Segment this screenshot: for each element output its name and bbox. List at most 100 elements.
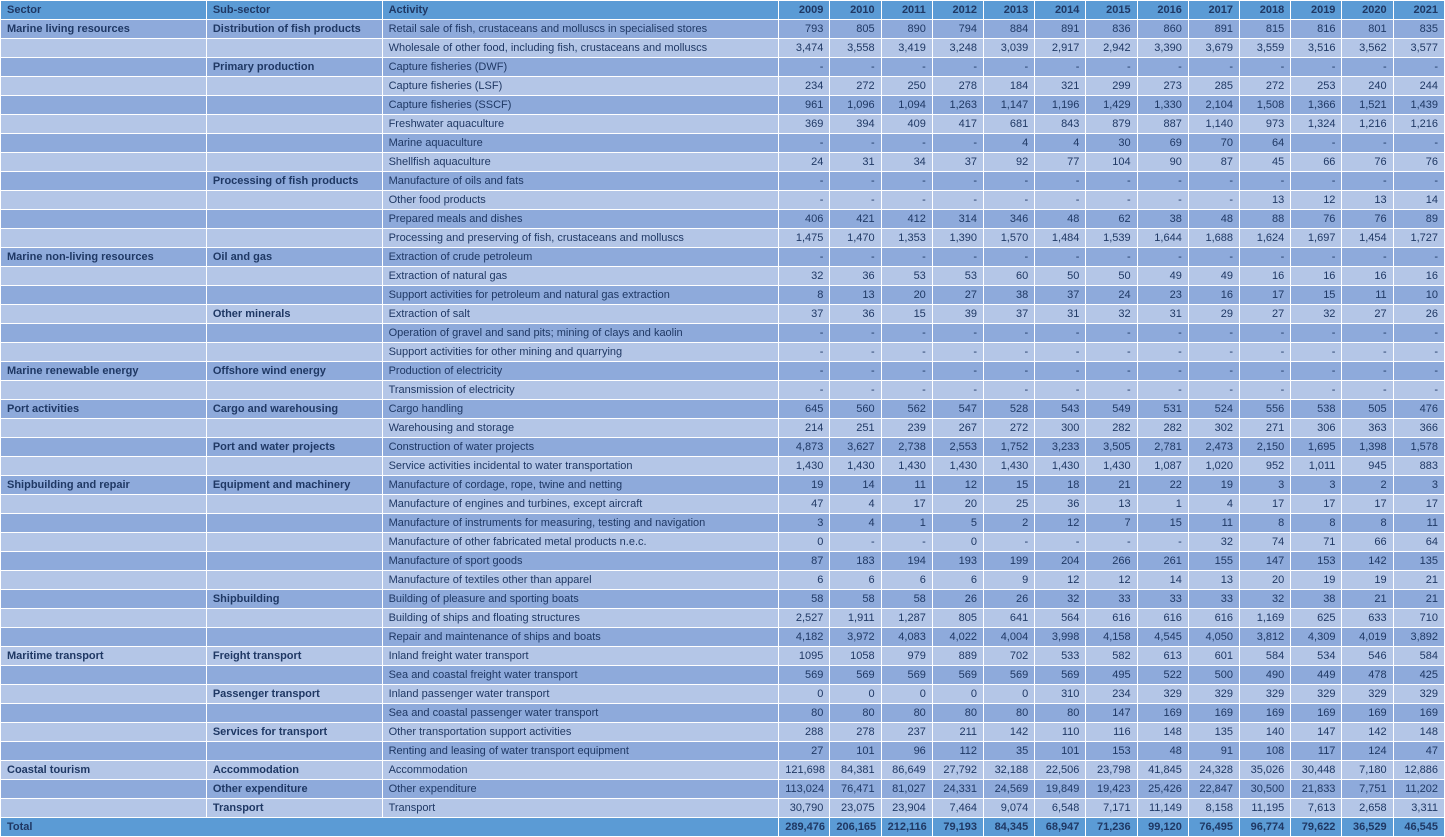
col-header-year: 2010 (830, 1, 881, 20)
col-header-year: 2009 (779, 1, 830, 20)
cell-value: - (881, 191, 932, 210)
table-row: Marine non-living resourcesOil and gasEx… (1, 248, 1445, 267)
cell-value: - (984, 248, 1035, 267)
cell-value: 35 (984, 742, 1035, 761)
cell-value: 2,942 (1086, 39, 1137, 58)
cell-value: 24,328 (1188, 761, 1239, 780)
cell-value: 2 (984, 514, 1035, 533)
cell-activity: Support activities for other mining and … (382, 343, 779, 362)
cell-value: - (1393, 381, 1444, 400)
cell-value: 244 (1393, 77, 1444, 96)
cell-value: 1,539 (1086, 229, 1137, 248)
cell-value: 48 (1035, 210, 1086, 229)
cell-activity: Building of ships and floating structure… (382, 609, 779, 628)
cell-sector (1, 153, 207, 172)
cell-activity: Manufacture of oils and fats (382, 172, 779, 191)
cell-value: - (1393, 343, 1444, 362)
cell-value: 121,698 (779, 761, 830, 780)
cell-value: 562 (881, 400, 932, 419)
cell-value: 16 (1342, 267, 1393, 286)
cell-sector (1, 704, 207, 723)
cell-value: 21 (1342, 590, 1393, 609)
cell-value: - (1137, 362, 1188, 381)
cell-value: 0 (881, 685, 932, 704)
cell-value: - (1291, 248, 1342, 267)
cell-value: 1,578 (1393, 438, 1444, 457)
cell-value: 21 (1086, 476, 1137, 495)
cell-sector: Marine living resources (1, 20, 207, 39)
cell-value: 3,311 (1393, 799, 1444, 818)
cell-value: 1,096 (830, 96, 881, 115)
cell-value: 38 (984, 286, 1035, 305)
cell-value: - (1342, 172, 1393, 191)
cell-value: 142 (1342, 723, 1393, 742)
total-value: 68,947 (1035, 818, 1086, 837)
cell-value: 32 (1188, 533, 1239, 552)
cell-value: 4 (830, 514, 881, 533)
cell-value: - (1086, 191, 1137, 210)
cell-value: 961 (779, 96, 830, 115)
cell-value: 0 (932, 533, 983, 552)
cell-value: 4 (1035, 134, 1086, 153)
cell-subsector (206, 324, 382, 343)
cell-value: 569 (984, 666, 1035, 685)
cell-value: - (1137, 324, 1188, 343)
cell-subsector (206, 134, 382, 153)
cell-subsector: Offshore wind energy (206, 362, 382, 381)
cell-value: - (932, 343, 983, 362)
cell-value: 30,448 (1291, 761, 1342, 780)
cell-value: 1 (1137, 495, 1188, 514)
cell-value: 272 (984, 419, 1035, 438)
cell-value: 3,248 (932, 39, 983, 58)
cell-activity: Processing and preserving of fish, crust… (382, 229, 779, 248)
cell-value: 27 (1342, 305, 1393, 324)
cell-value: 261 (1137, 552, 1188, 571)
cell-value: 80 (830, 704, 881, 723)
col-header-year: 2015 (1086, 1, 1137, 20)
cell-value: 702 (984, 647, 1035, 666)
cell-value: 11,195 (1240, 799, 1291, 818)
cell-value: 80 (779, 704, 830, 723)
cell-sector: Marine renewable energy (1, 362, 207, 381)
cell-value: 601 (1188, 647, 1239, 666)
cell-value: 17 (881, 495, 932, 514)
cell-value: 584 (1240, 647, 1291, 666)
table-row: Shipbuilding and repairEquipment and mac… (1, 476, 1445, 495)
cell-value: 3 (779, 514, 830, 533)
table-row: Marine aquaculture----4430697064--- (1, 134, 1445, 153)
cell-activity: Wholesale of other food, including fish,… (382, 39, 779, 58)
cell-value: 31 (830, 153, 881, 172)
cell-value: - (1291, 343, 1342, 362)
cell-value: - (1137, 58, 1188, 77)
cell-value: 26 (984, 590, 1035, 609)
cell-value: 641 (984, 609, 1035, 628)
cell-value: 169 (1240, 704, 1291, 723)
cell-value: 490 (1240, 666, 1291, 685)
cell-value: - (1393, 58, 1444, 77)
cell-value: 32 (1086, 305, 1137, 324)
cell-value: - (830, 58, 881, 77)
cell-subsector (206, 495, 382, 514)
cell-value: 8 (1240, 514, 1291, 533)
cell-value: 0 (779, 685, 830, 704)
cell-subsector (206, 628, 382, 647)
cell-value: - (1240, 324, 1291, 343)
cell-value: 478 (1342, 666, 1393, 685)
cell-subsector (206, 381, 382, 400)
cell-value: 1,570 (984, 229, 1035, 248)
cell-value: 11 (1188, 514, 1239, 533)
cell-value: 48 (1188, 210, 1239, 229)
cell-value: 21 (1393, 571, 1444, 590)
cell-activity: Prepared meals and dishes (382, 210, 779, 229)
cell-value: 80 (1035, 704, 1086, 723)
cell-value: - (779, 362, 830, 381)
cell-value: 1,470 (830, 229, 881, 248)
cell-value: 2,553 (932, 438, 983, 457)
cell-value: 1,727 (1393, 229, 1444, 248)
cell-activity: Manufacture of other fabricated metal pr… (382, 533, 779, 552)
cell-value: 278 (830, 723, 881, 742)
cell-value: 60 (984, 267, 1035, 286)
cell-activity: Building of pleasure and sporting boats (382, 590, 779, 609)
cell-value: 66 (1291, 153, 1342, 172)
cell-value: 1,324 (1291, 115, 1342, 134)
